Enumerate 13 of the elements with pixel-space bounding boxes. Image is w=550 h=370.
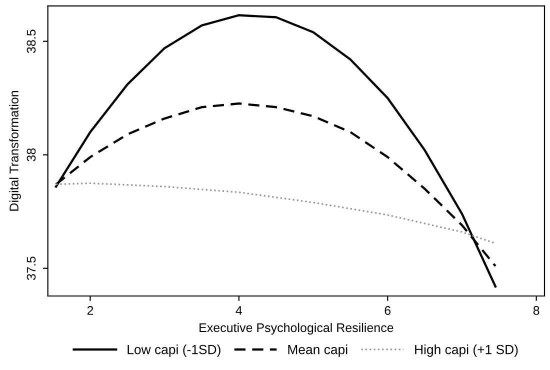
y-tick-label: 38.5 <box>26 30 36 54</box>
legend-label: High capi (+1 SD) <box>415 344 518 357</box>
x-tick-label: 6 <box>384 306 391 315</box>
y-tick-label: 38 <box>26 148 36 162</box>
legend-label: Mean capi <box>288 344 348 357</box>
line-series <box>55 182 496 244</box>
legend-label: Low capi (-1SD) <box>128 344 220 357</box>
x-tick-label: 2 <box>87 306 94 315</box>
y-tick-label: 37.5 <box>26 256 36 280</box>
x-tick-label: 8 <box>533 306 540 315</box>
y-axis-title: Digital Transformation <box>9 90 21 211</box>
x-tick-label: 4 <box>236 306 242 315</box>
x-axis-title: Executive Psychological Resilience <box>200 322 394 335</box>
